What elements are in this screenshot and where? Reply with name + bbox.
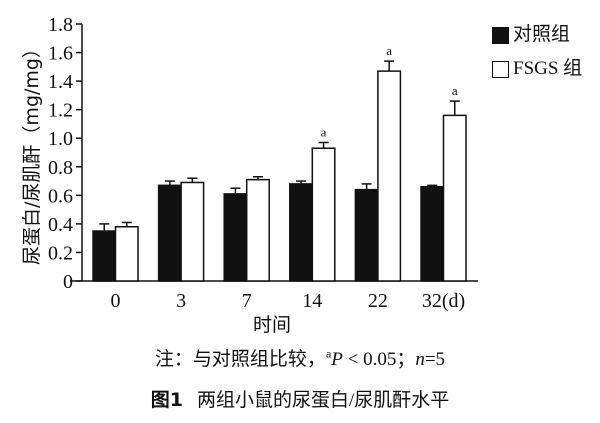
bar <box>377 70 402 282</box>
bar-chart: 0 0.2 0.4 0.6 0.8 1.0 1.2 1.4 1.6 1.8 a a a 尿蛋白/尿肌酐… <box>21 14 478 336</box>
figure-label: 图1 <box>150 389 183 411</box>
x-tick-label: 0 <box>111 290 121 312</box>
figure-title: 两组小鼠的尿蛋白/尿肌酐水平 <box>196 390 450 411</box>
y-tick-label: 1.6 <box>48 43 73 65</box>
bar <box>157 184 182 282</box>
legend-item-fsgs: FSGS 组 <box>492 52 582 86</box>
bar <box>354 188 379 282</box>
bar <box>92 230 117 282</box>
y-axis-label: 尿蛋白/尿肌酐（mg/mg） <box>21 39 43 265</box>
note-n-rest: =5 <box>424 349 446 370</box>
note-sup: a <box>325 346 332 361</box>
chart-bars: a a a <box>92 43 467 282</box>
chart-labels: 尿蛋白/尿肌酐（mg/mg） 0 3 7 14 22 32(d) 时间 <box>21 39 465 336</box>
chart-axes: 0 0.2 0.4 0.6 0.8 1.0 1.2 1.4 1.6 1.8 <box>48 14 478 293</box>
white-square-icon <box>492 60 509 78</box>
x-tick-label: 32(d) <box>422 290 465 312</box>
y-tick-label: 1.2 <box>48 100 73 122</box>
bar <box>420 186 445 282</box>
x-tick-label: 3 <box>176 290 186 312</box>
y-tick-label: 1.4 <box>48 71 73 93</box>
x-tick-label: 7 <box>242 290 252 312</box>
chart-note: 注：与对照组比较，aP < 0.05；n=5 <box>0 344 600 371</box>
bar <box>289 183 314 282</box>
bar <box>180 181 205 282</box>
y-tick-label: 0.4 <box>48 214 73 236</box>
y-tick-label: 0 <box>63 271 73 293</box>
y-tick-label: 1.8 <box>48 14 73 36</box>
note-p: P <box>331 349 343 370</box>
legend-label-control: 对照组 <box>513 24 571 45</box>
black-square-icon <box>492 26 509 44</box>
figure-caption: 图1 两组小鼠的尿蛋白/尿肌酐水平 <box>0 385 600 412</box>
chart-legend: 对照组 FSGS 组 <box>492 18 582 86</box>
significance-mark: a <box>452 83 458 98</box>
bar <box>442 114 467 282</box>
y-tick-label: 0.8 <box>48 157 73 179</box>
y-tick-label: 0.6 <box>48 185 73 207</box>
note-prefix: 注：与对照组比较， <box>154 349 326 370</box>
bar <box>245 178 270 282</box>
legend-label-fsgs: FSGS 组 <box>513 58 583 79</box>
bar <box>223 193 248 282</box>
bar <box>311 147 336 282</box>
bar <box>114 225 139 282</box>
note-rest: < 0.05； <box>342 349 416 370</box>
y-tick-label: 1.0 <box>48 128 73 150</box>
y-tick-label: 0.2 <box>48 242 73 264</box>
x-tick-label: 14 <box>302 290 322 312</box>
significance-mark: a <box>321 125 327 140</box>
significance-mark: a <box>386 43 392 58</box>
legend-item-control: 对照组 <box>492 18 582 52</box>
note-n: n <box>415 349 425 370</box>
x-axis-label: 时间 <box>253 314 291 336</box>
x-tick-label: 22 <box>368 290 388 312</box>
